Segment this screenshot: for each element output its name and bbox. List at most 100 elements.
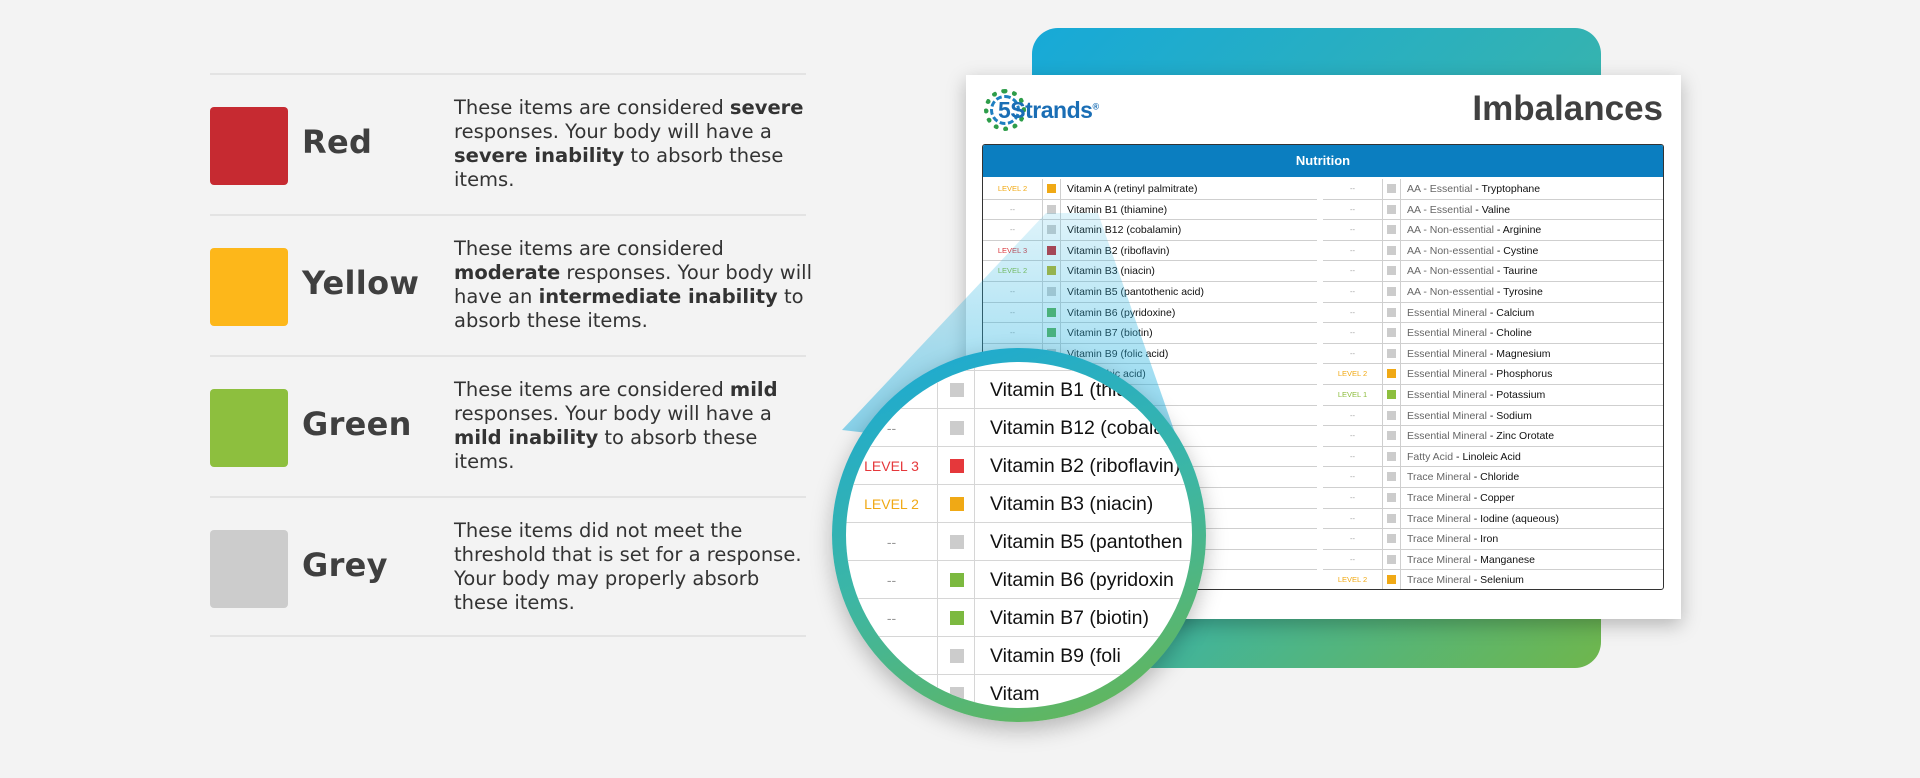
status-square-icon xyxy=(1387,410,1396,420)
status-square-icon xyxy=(950,459,964,473)
nutrient-row: -- Essential Mineral - Choline xyxy=(1323,323,1663,344)
status-square-icon xyxy=(1387,554,1396,564)
legend-emphasis: mild inability xyxy=(454,426,599,449)
status-square-icon xyxy=(950,649,964,663)
status-square-icon xyxy=(950,687,964,701)
nutrient-row: -- AA - Non-essential - Arginine xyxy=(1323,220,1663,241)
severity-legend: Red These items are considered severe res… xyxy=(210,73,812,637)
magnified-nutrient-name: Vitamin B2 (riboflavin) xyxy=(990,455,1181,477)
dna-ring-icon xyxy=(984,89,1026,131)
status-square-icon xyxy=(950,535,964,549)
legend-text: These items did not meet the threshold t… xyxy=(454,519,802,614)
legend-emphasis: severe inability xyxy=(454,144,625,167)
nutrient-row: -- Trace Mineral - Copper xyxy=(1323,487,1663,509)
nutrient-row: -- AA - Non-essential - Tyrosine xyxy=(1323,281,1663,303)
report-title: Imbalances xyxy=(1472,89,1663,128)
nutrient-row: -- Essential Mineral - Calcium xyxy=(1323,302,1663,324)
level-label: -- xyxy=(1323,508,1383,529)
nutrition-column-right: -- AA - Essential - Tryptophane -- AA - Ess… xyxy=(1323,179,1663,589)
level-label: -- xyxy=(983,199,1043,220)
status-square-icon xyxy=(950,421,964,435)
status-square-icon xyxy=(1387,225,1396,235)
nutrient-category: AA - Non-essential xyxy=(1407,285,1494,298)
legend-description: These items did not meet the threshold t… xyxy=(454,519,814,615)
nutrient-row: -- Trace Mineral - Iron xyxy=(1323,529,1663,550)
nutrient-category: Trace Mineral xyxy=(1407,533,1471,546)
nutrient-name: Vitamin B3 (niacin) xyxy=(1067,265,1155,278)
nutrient-name: - Iodine (aqueous) xyxy=(1470,512,1559,525)
magnified-row: -- Vitamin B1 (thiar xyxy=(846,371,1192,409)
nutrient-row: -- AA - Essential - Tryptophane xyxy=(1323,179,1663,200)
level-label: -- xyxy=(1323,405,1383,426)
magnified-nutrient-name: Vitamin A xyxy=(990,362,1072,371)
nutrient-row: -- Essential Mineral - Magnesium xyxy=(1323,343,1663,365)
legend-emphasis: mild xyxy=(729,378,778,401)
nutrient-row: LEVEL 2 Vitamin A (retinyl palmitrate) xyxy=(983,179,1317,200)
magnified-level xyxy=(846,362,938,370)
magnified-row: -- Vitamin B9 (foli xyxy=(846,637,1192,675)
legend-emphasis: intermediate inability xyxy=(538,285,778,308)
level-label: -- xyxy=(1323,261,1383,281)
nutrient-name: - Iron xyxy=(1470,533,1499,546)
status-square-icon xyxy=(1047,266,1056,276)
legend-item-green: Green These items are considered mild res… xyxy=(210,355,806,496)
level-label: -- xyxy=(1323,343,1383,364)
legend-label: Red xyxy=(302,123,373,161)
nutrient-category: AA - Essential xyxy=(1407,203,1473,216)
level-label: LEVEL 2 xyxy=(983,261,1043,281)
nutrient-row: -- Trace Mineral - Manganese xyxy=(1323,549,1663,571)
nutrient-name: Vitamin B7 (biotin) xyxy=(1067,327,1153,340)
nutrient-name: - Potassium xyxy=(1486,388,1546,401)
nutrient-category: Essential Mineral xyxy=(1407,306,1487,319)
status-square-icon xyxy=(950,573,964,587)
status-square-icon xyxy=(1387,369,1396,379)
legend-swatch xyxy=(210,107,288,185)
magnified-row: -- Vitamin B6 (pyridoxin xyxy=(846,561,1192,599)
imbalances-report: 5Strands® Imbalances Nutrition LEVEL 2 Vi… xyxy=(966,75,1681,619)
legend-label: Green xyxy=(302,405,412,443)
nutrient-category: Fatty Acid xyxy=(1407,450,1454,463)
status-square-icon xyxy=(1047,286,1056,296)
nutrient-category: Essential Mineral xyxy=(1407,368,1487,381)
magnified-row: -- Vitamin B12 (cobala xyxy=(846,409,1192,447)
magnified-nutrient-name: Vitamin B9 (foli xyxy=(990,645,1121,667)
magnified-row: -- Vitamin B5 (pantothen xyxy=(846,523,1192,561)
nutrient-row: -- Vitamin B1 (thiamine) xyxy=(983,199,1317,221)
nutrient-category: Essential Mineral xyxy=(1407,347,1487,360)
nutrient-name: - Sodium xyxy=(1486,409,1532,422)
nutrient-name: - Linoleic Acid xyxy=(1453,450,1521,463)
status-square-icon xyxy=(1387,389,1396,399)
legend-text: These items are considered xyxy=(454,237,724,260)
nutrient-name: Vitamin B2 (riboflavin) xyxy=(1067,244,1170,257)
section-header: Nutrition xyxy=(983,145,1663,177)
magnified-nutrient-name: Vitamin B1 (thiar xyxy=(990,379,1134,401)
nutrient-category: Essential Mineral xyxy=(1407,327,1487,340)
brand-name: 5Strands xyxy=(998,97,1093,123)
status-square-icon xyxy=(1387,492,1396,502)
legend-text: to absorb these items. xyxy=(454,426,758,473)
nutrient-row: -- AA - Essential - Valine xyxy=(1323,199,1663,221)
nutrient-name: - Copper xyxy=(1470,491,1515,504)
nutrient-name: - Taurine xyxy=(1493,265,1538,278)
level-label: -- xyxy=(1323,199,1383,220)
nutrient-name: - Manganese xyxy=(1470,553,1536,566)
magnified-nutrient-name: Vitamin B5 (pantothen xyxy=(990,531,1183,553)
status-square-icon xyxy=(1387,204,1396,214)
nutrient-row: -- Essential Mineral - Zinc Orotate xyxy=(1323,426,1663,447)
dna-inner-ring-icon xyxy=(990,95,1020,125)
nutrient-name: Vitamin B6 (pyridoxine) xyxy=(1067,306,1176,319)
nutrient-row: -- Trace Mineral - Chloride xyxy=(1323,467,1663,488)
brand-logo: 5Strands® xyxy=(984,87,1104,135)
nutrient-row: LEVEL 2 Trace Mineral - Selenium xyxy=(1323,570,1663,589)
nutrient-name: - Chloride xyxy=(1470,471,1520,484)
level-label: -- xyxy=(983,220,1043,240)
nutrient-category: Trace Mineral xyxy=(1407,553,1471,566)
nutrient-row: -- Essential Mineral - Sodium xyxy=(1323,405,1663,427)
magnified-level: LEVEL 2 xyxy=(846,485,938,522)
level-label: -- xyxy=(1323,426,1383,446)
status-square-icon xyxy=(1047,245,1056,255)
magnifier-lens: Vitamin A -- Vitamin B1 (thiar -- Vitamin B1… xyxy=(832,348,1206,722)
nutrient-category: AA - Non-essential xyxy=(1407,265,1494,278)
magnified-row: LEVEL 3 Vitamin B2 (riboflavin) xyxy=(846,447,1192,485)
